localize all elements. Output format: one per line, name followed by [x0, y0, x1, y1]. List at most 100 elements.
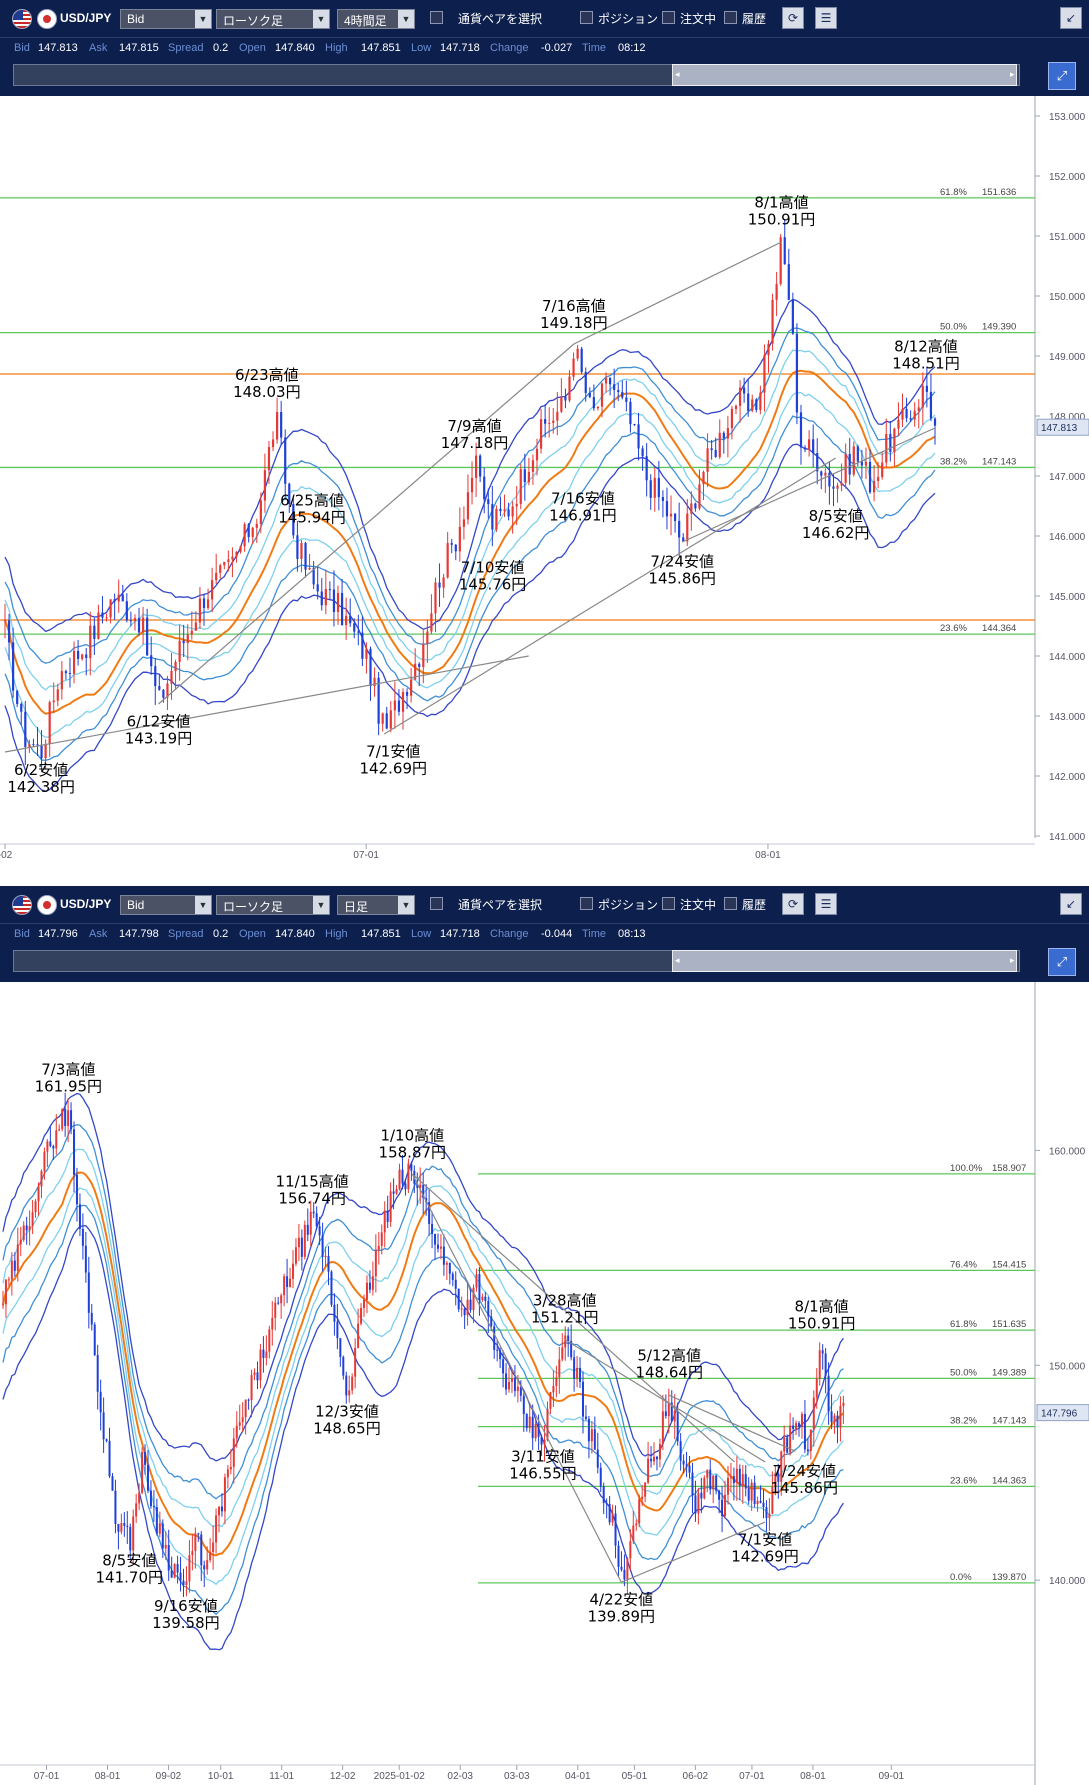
- candle-body: [573, 1357, 576, 1379]
- candle-body: [493, 1326, 496, 1350]
- candle-body: [309, 1211, 312, 1235]
- refresh-icon[interactable]: ⟳: [782, 893, 804, 915]
- candle-body: [703, 1477, 706, 1499]
- orders-checkbox[interactable]: [662, 11, 675, 24]
- candle-body: [178, 640, 181, 662]
- candle-body: [836, 1415, 839, 1428]
- candle-body: [771, 1486, 774, 1514]
- candle-body: [798, 1423, 801, 1427]
- candle-body: [759, 1500, 762, 1503]
- candle-body: [392, 1191, 395, 1194]
- annotation-price-label: 142.38円: [7, 778, 75, 796]
- plot-area[interactable]: 140.000 150.000 160.000 07-01 08-01 09-02 10-0…: [0, 982, 1089, 1785]
- candle-body: [284, 437, 287, 484]
- position-checkbox[interactable]: [580, 897, 593, 910]
- candle-body: [820, 471, 823, 476]
- moving-average-line: [2, 1171, 845, 1557]
- candle-body: [806, 1449, 809, 1451]
- candle-body: [653, 477, 656, 498]
- candle-body: [579, 1367, 582, 1382]
- price-side-value: Bid: [127, 898, 145, 912]
- navigator-range-handle[interactable]: [672, 64, 1017, 86]
- time-tick-label: 2025-01-02: [374, 1771, 426, 1782]
- candle-body: [596, 406, 600, 409]
- history-checkbox[interactable]: [724, 897, 737, 910]
- candle-body: [40, 1171, 43, 1187]
- candle-body: [641, 1496, 644, 1500]
- annotation-date-label: 3/11安値: [511, 1447, 575, 1465]
- candle-body: [348, 1390, 351, 1396]
- candle-body: [90, 1312, 93, 1325]
- candle-body: [792, 1425, 795, 1429]
- candle-body: [297, 1237, 300, 1248]
- settings-icon[interactable]: ☰: [815, 7, 837, 29]
- candle-body: [342, 1356, 345, 1376]
- timeframe-value: 日足: [344, 900, 369, 914]
- candle-body: [436, 1244, 439, 1249]
- candle-body: [893, 428, 896, 452]
- chart-type-select[interactable]: ローソク足 ▼: [216, 895, 330, 915]
- candle-body: [458, 526, 461, 552]
- candle-body: [572, 358, 575, 377]
- price-side-select[interactable]: Bid ▼: [120, 895, 212, 915]
- candle-body: [531, 1416, 534, 1439]
- candle-body: [318, 1226, 321, 1236]
- navigator-range-handle[interactable]: [672, 950, 1017, 972]
- candle-body: [621, 391, 624, 398]
- annotation-price-label: 145.94円: [278, 509, 346, 527]
- expand-icon[interactable]: ⤢: [1048, 948, 1076, 976]
- timeframe-select[interactable]: 4時間足 ▼: [337, 9, 415, 29]
- chart-panel-4h: USD/JPY Bid ▼ ローソク足 ▼ 4時間足 ▼ 通貨ペアを選択 ポジシ…: [0, 0, 1089, 880]
- candle-body: [44, 743, 47, 759]
- right-grip-icon[interactable]: ▸: [1010, 955, 1015, 965]
- candle-body: [730, 408, 734, 429]
- annotation-date-label: 7/24安値: [650, 552, 714, 570]
- candle-body: [543, 1440, 546, 1445]
- position-checkbox[interactable]: [580, 11, 593, 24]
- price-side-select[interactable]: Bid ▼: [120, 9, 212, 29]
- candle-body: [570, 1341, 573, 1358]
- candle-body: [75, 1174, 78, 1205]
- time-tick-label: 03-03: [504, 1771, 530, 1782]
- left-grip-icon[interactable]: ◂: [675, 69, 680, 79]
- candle-body: [735, 1468, 738, 1484]
- position-label: ポジション: [598, 12, 659, 26]
- fib-value-label: 147.143: [982, 456, 1016, 467]
- candle-body: [921, 385, 924, 408]
- candle-body: [789, 1425, 792, 1453]
- candle-body: [446, 543, 449, 578]
- pair-select-checkbox[interactable]: [430, 11, 443, 24]
- candle-body: [688, 1465, 691, 1473]
- collapse-arrow-icon[interactable]: ↙: [1060, 7, 1082, 29]
- settings-icon[interactable]: ☰: [815, 893, 837, 915]
- candle-body: [546, 1408, 549, 1441]
- history-checkbox[interactable]: [724, 11, 737, 24]
- candle-body: [173, 1564, 176, 1578]
- plot-area[interactable]: 141.000 142.000 143.000 144.000 145.000 146.0…: [0, 96, 1089, 880]
- candle-body: [602, 1486, 605, 1503]
- candle-body: [519, 469, 522, 504]
- candle-body: [52, 1146, 55, 1149]
- expand-icon[interactable]: ⤢: [1048, 62, 1076, 90]
- right-grip-icon[interactable]: ▸: [1010, 69, 1015, 79]
- candle-body: [556, 411, 559, 421]
- timeframe-select[interactable]: 日足 ▼: [337, 895, 415, 915]
- pair-label: USD/JPY: [60, 11, 112, 25]
- fib-percent-label: 23.6%: [940, 623, 967, 634]
- fib-value-label: 158.907: [992, 1163, 1026, 1174]
- candle-body: [715, 1475, 718, 1491]
- collapse-arrow-icon[interactable]: ↙: [1060, 893, 1082, 915]
- candle-body: [513, 1378, 516, 1391]
- refresh-icon[interactable]: ⟳: [782, 7, 804, 29]
- left-grip-icon[interactable]: ◂: [675, 955, 680, 965]
- pair-select-checkbox[interactable]: [430, 897, 443, 910]
- candle-body: [345, 1375, 348, 1396]
- annotation-price-label: 139.89円: [588, 1607, 656, 1625]
- candle-body: [166, 683, 169, 698]
- orders-checkbox[interactable]: [662, 897, 675, 910]
- candle-body: [929, 391, 933, 419]
- trendline: [411, 1173, 735, 1463]
- candle-body: [395, 1189, 398, 1194]
- chart-type-select[interactable]: ローソク足 ▼: [216, 9, 330, 29]
- candle-body: [268, 1329, 271, 1352]
